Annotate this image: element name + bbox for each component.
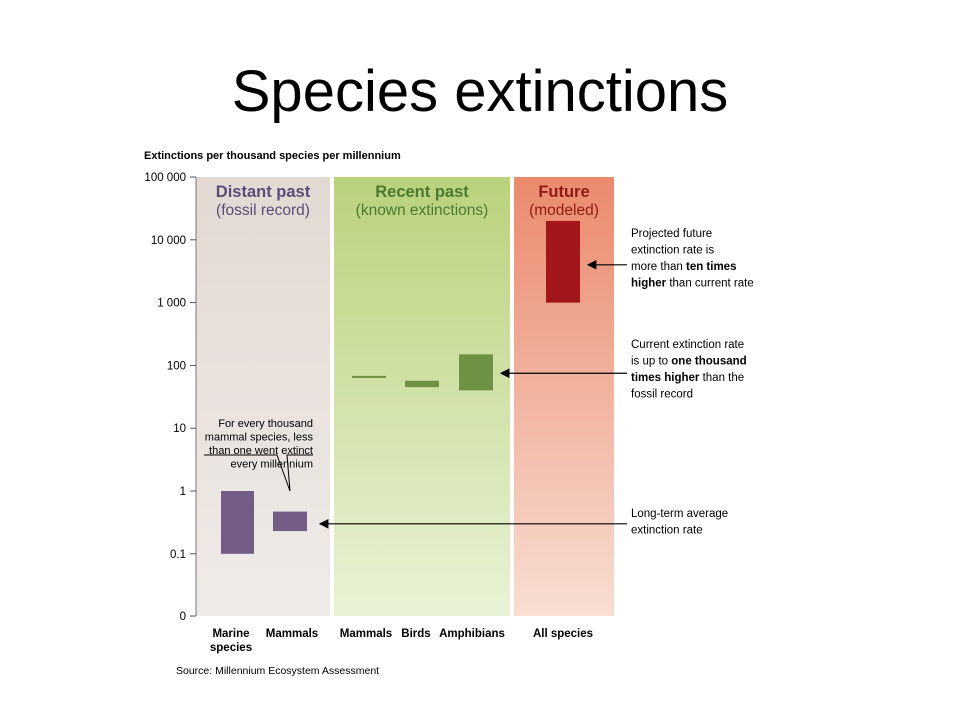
- panel-0: [196, 177, 330, 616]
- y-tick-label: 100: [167, 360, 186, 372]
- source-note: Source: Millennium Ecosystem Assessment: [176, 665, 379, 677]
- annotations: Projected future extinction rate is more t…: [318, 228, 754, 537]
- panel-title-1: Recent past: [375, 183, 469, 201]
- y-tick-label: 1 000: [157, 298, 186, 310]
- y-tick-label: 1: [180, 486, 186, 498]
- panel-1: [334, 177, 510, 616]
- panel-title-2: Future: [538, 183, 589, 201]
- x-axis-labels: Marine species Mammals Mammals Birds Amphibia…: [210, 628, 593, 654]
- bar-1: [273, 511, 307, 532]
- callout-pointer: [204, 454, 313, 492]
- y-tick-label: 10 000: [151, 235, 186, 247]
- slide-title: Species extinctions: [231, 59, 729, 124]
- bars: [221, 220, 580, 554]
- bar-0: [221, 491, 254, 554]
- y-tick-label: 10: [173, 423, 186, 435]
- x-label: Marine species: [210, 628, 252, 654]
- bar-5: [546, 220, 580, 303]
- y-axis: 100 000 10 000 1 000 100 10 1 0.1 0: [144, 172, 197, 623]
- x-label: Birds: [401, 628, 430, 640]
- y-axis-label: Extinctions per thousand species per mil…: [144, 150, 401, 162]
- y-tick-label: 100 000: [144, 172, 186, 184]
- annotation-1: Current extinction rate is up to one thou…: [631, 339, 747, 401]
- x-label: Mammals: [340, 628, 392, 640]
- panel-subtitle-2: (modeled): [529, 202, 599, 219]
- callout: For every thousand mammal species, less th…: [204, 418, 314, 492]
- bar-3: [405, 380, 439, 388]
- panels: Distant past(fossil record) Recent past(k…: [196, 177, 614, 616]
- y-tick-label: 0.1: [170, 549, 186, 561]
- annotation-2: Long-term average extinction rate: [631, 508, 728, 537]
- panel-title-0: Distant past: [216, 183, 311, 201]
- x-label: Amphibians: [439, 628, 505, 640]
- x-label: All species: [533, 628, 593, 640]
- panel-subtitle-0: (fossil record): [216, 202, 310, 219]
- y-tick-label: 0: [180, 611, 186, 623]
- bar-2: [352, 375, 386, 378]
- panel-subtitle-1: (known extinctions): [356, 202, 489, 219]
- bar-4: [459, 354, 493, 391]
- annotation-0: Projected future extinction rate is more t…: [631, 228, 754, 290]
- callout-text: For every thousand mammal species, less th…: [205, 418, 314, 471]
- x-label: Mammals: [266, 628, 318, 640]
